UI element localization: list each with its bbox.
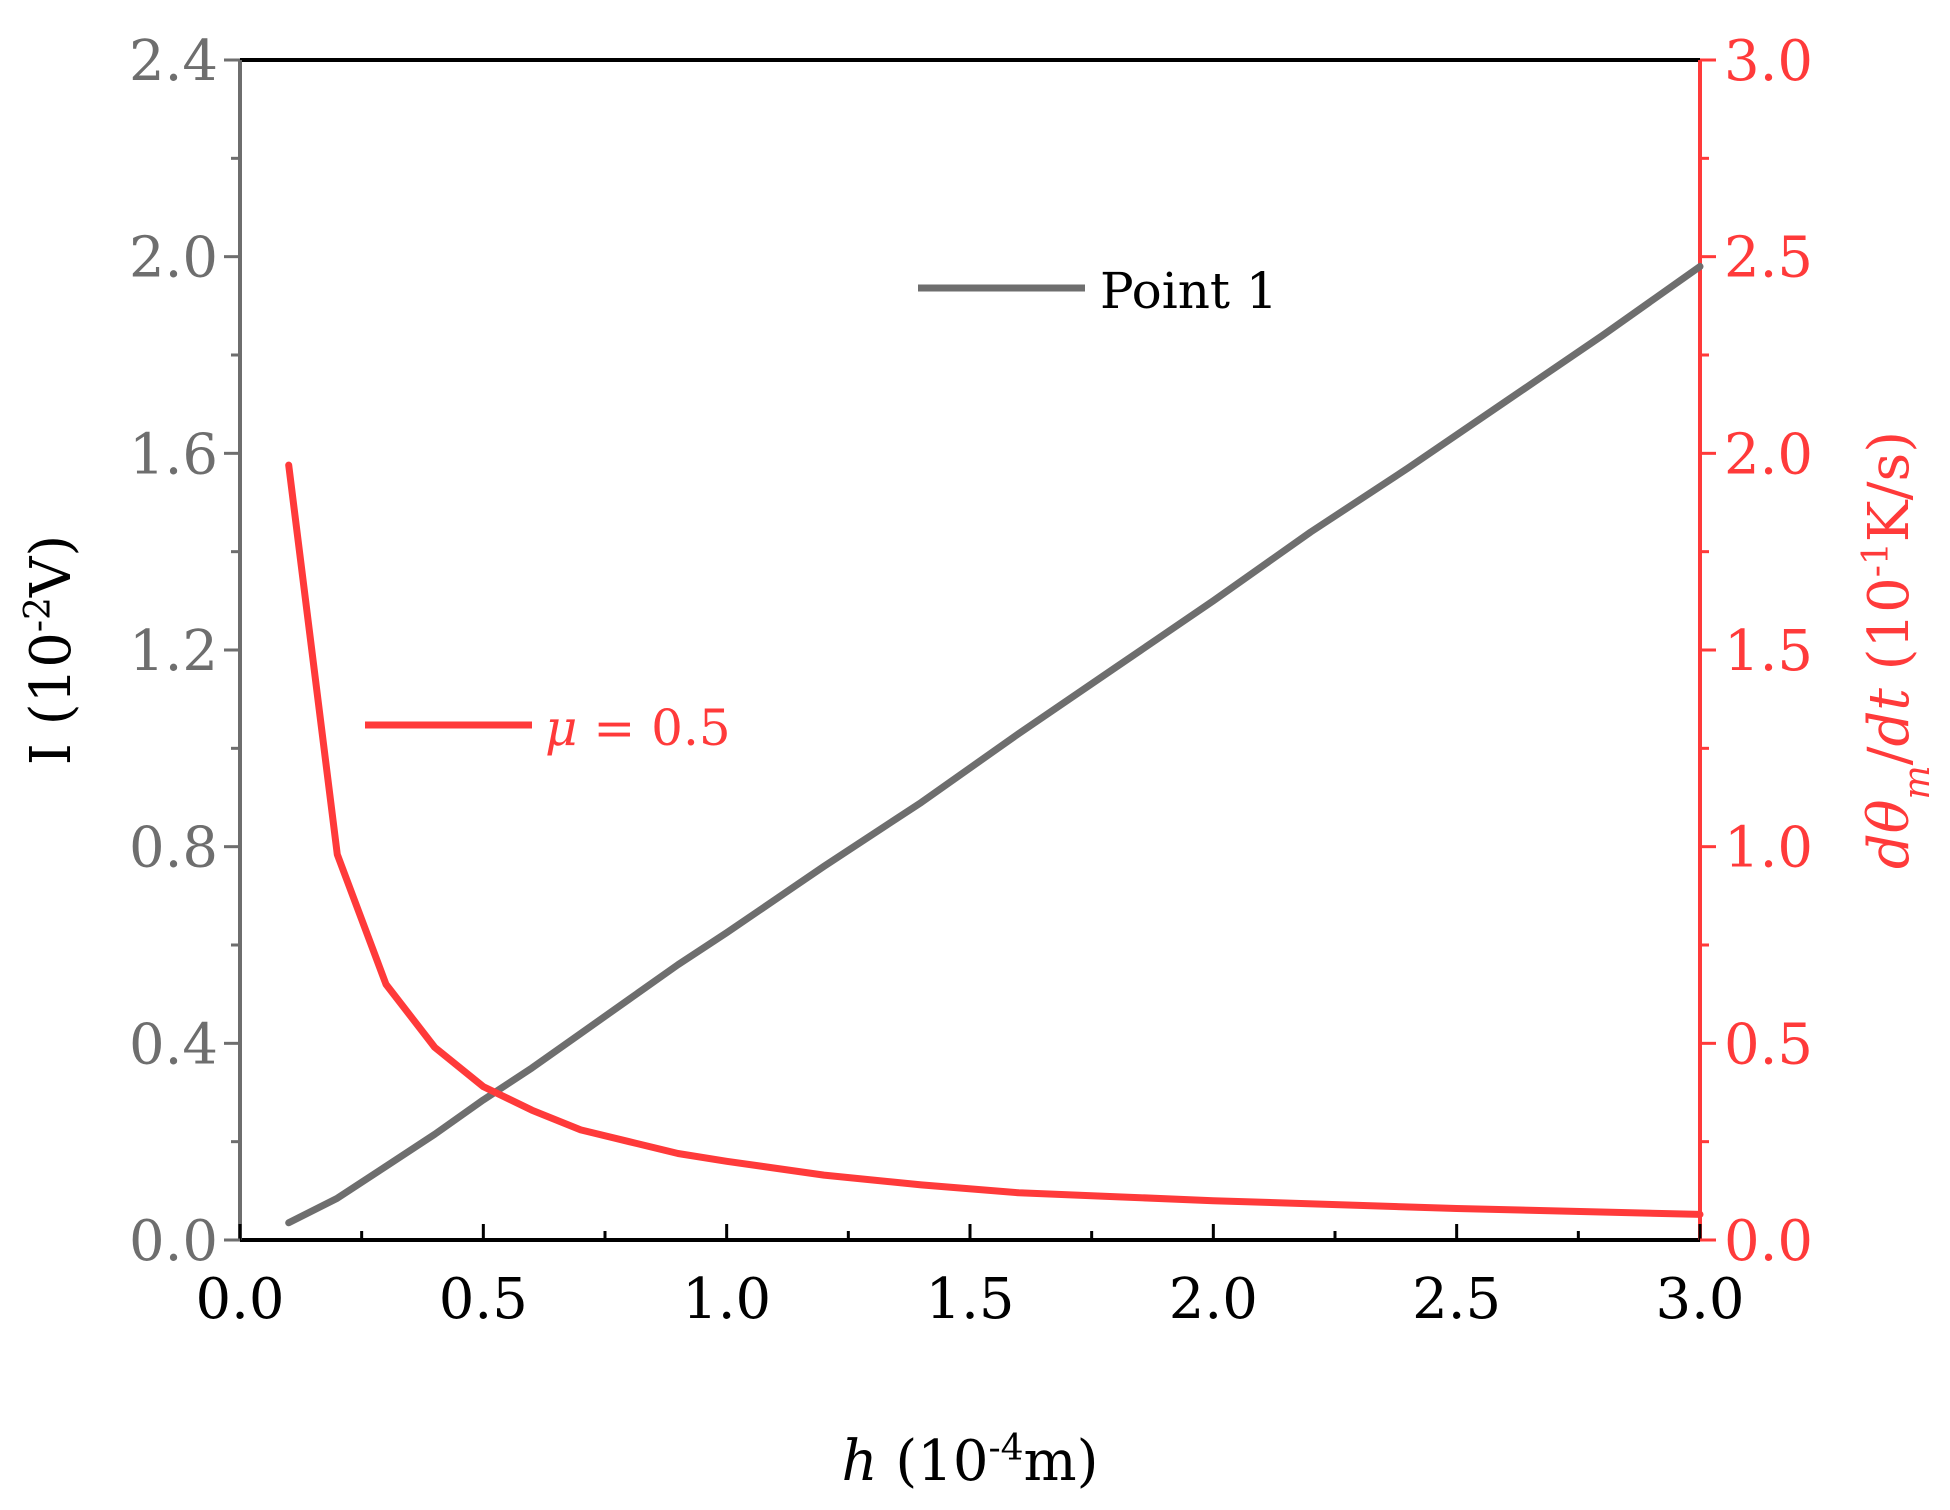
x-tick-label: 1.5 <box>925 1267 1014 1332</box>
y-right-tick-label: 1.5 <box>1724 619 1813 684</box>
y-right-axis-title: dθm/dt (10-1K/s) <box>1856 431 1938 869</box>
y-right-tick-label: 3.0 <box>1724 29 1813 94</box>
y-left-axis-title: I (10-2V) <box>18 535 85 765</box>
x-axis-title-var: h <box>841 1429 877 1494</box>
y-right-tick-label: 0.5 <box>1724 1012 1813 1077</box>
y-left-axis-title-text: I (10 <box>19 632 84 765</box>
x-tick-label: 2.5 <box>1412 1267 1501 1332</box>
legend-point-1-label: Point 1 <box>1100 262 1278 320</box>
y-left-tick-label: 1.6 <box>129 422 218 487</box>
y-left-axis-title-unit: V) <box>19 535 84 598</box>
legend-mu-value: = 0.5 <box>578 699 731 757</box>
x-tick-label: 1.0 <box>682 1267 771 1332</box>
legend-point-1: Point 1 <box>918 262 1278 320</box>
y-left-tick-label: 0.8 <box>129 816 218 881</box>
y-right-axis-title-d: d <box>1857 833 1922 869</box>
y-right-axis-title-sub: m <box>1897 765 1938 799</box>
y-right-axis-title-dt: dt <box>1857 688 1922 747</box>
x-tick-label: 2.0 <box>1169 1267 1258 1332</box>
x-axis-title-unit: m) <box>1024 1429 1099 1494</box>
y-left-axis-title-sup: -2 <box>18 597 59 632</box>
y-left-tick-label: 1.2 <box>129 619 218 684</box>
x-axis-title: h (10-4m) <box>841 1428 1098 1495</box>
y-right-tick-label: 1.0 <box>1724 816 1813 881</box>
y-left-tick-label: 2.4 <box>129 29 218 94</box>
legend-mu-label: μ = 0.5 <box>545 699 731 757</box>
series-line-point-1 <box>285 263 1704 1227</box>
y-right-axis-title-unit: K/s) <box>1857 431 1922 542</box>
y-right-tick-label: 2.0 <box>1724 422 1813 487</box>
x-axis-title-text: (10 <box>878 1429 989 1494</box>
y-right-axis-title-theta: θ <box>1857 800 1922 834</box>
legend-mu: μ = 0.5 <box>365 699 731 757</box>
y-right-axis-title-slash: / <box>1857 746 1922 765</box>
x-tick-label: 3.0 <box>1655 1267 1744 1332</box>
x-axis-title-sup: -4 <box>988 1428 1023 1469</box>
y-left-tick-label: 0.0 <box>129 1209 218 1274</box>
x-tick-label: 0.5 <box>439 1267 528 1332</box>
y-left-tick-label: 0.4 <box>129 1012 218 1077</box>
y-left-tick-label: 2.0 <box>129 226 218 291</box>
x-tick-label: 0.0 <box>195 1267 284 1332</box>
y-right-tick-label: 2.5 <box>1724 226 1813 291</box>
y-right-tick-label: 0.0 <box>1724 1209 1813 1274</box>
y-right-axis-title-sup: -1 <box>1856 542 1897 577</box>
series-line-mu-0-5 <box>285 461 1704 1218</box>
legend-mu-symbol: μ <box>545 699 578 757</box>
y-right-axis-title-text: (10 <box>1857 577 1922 688</box>
